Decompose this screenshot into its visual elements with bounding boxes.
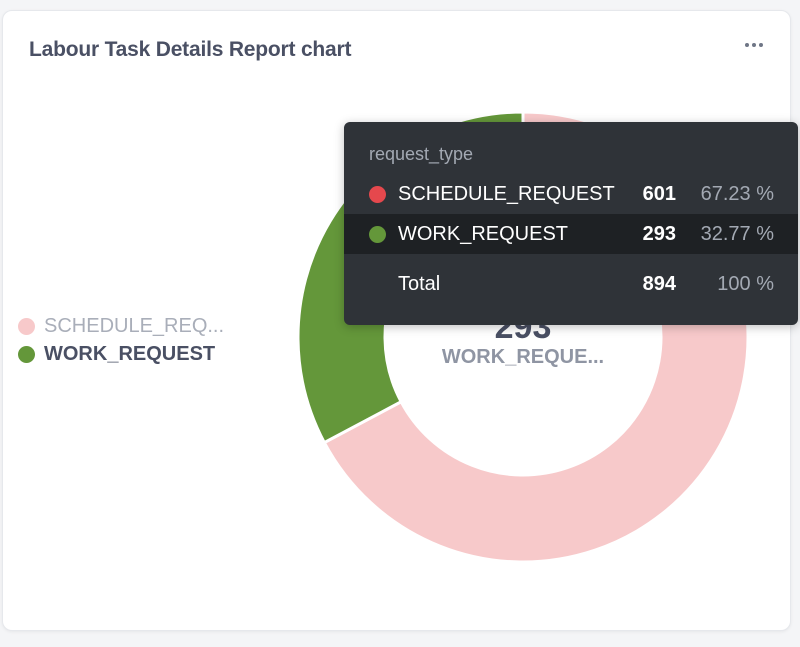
legend-item-schedule-request[interactable]: SCHEDULE_REQ... (18, 312, 224, 340)
tooltip-total-name: Total (398, 272, 441, 295)
tooltip-name: SCHEDULE_REQUEST (398, 182, 615, 205)
legend-dot-work-request (18, 345, 35, 363)
tooltip-total-percent: 100 % (717, 272, 774, 295)
chart-legend: SCHEDULE_REQ... WORK_REQUEST (18, 312, 224, 368)
donut-center-label: WORK_REQUE... (441, 346, 605, 368)
tooltip-header: request_type (369, 144, 474, 164)
tooltip-total-value: 894 (642, 272, 676, 295)
legend-dot-schedule-request (18, 317, 35, 335)
tooltip-name: WORK_REQUEST (398, 222, 569, 245)
chart-title: Labour Task Details Report chart (29, 38, 352, 61)
tooltip-percent: 67.23 % (700, 182, 774, 205)
tooltip-dot-schedule-request (369, 185, 386, 203)
tooltip-dot-work-request (369, 225, 386, 243)
legend-label-work-request: WORK_REQUEST (44, 342, 216, 365)
tooltip-percent: 32.77 % (700, 222, 774, 245)
tooltip-row-work-request: WORK_REQUEST 293 32.77 % (344, 214, 798, 254)
legend-item-work-request[interactable]: WORK_REQUEST (18, 340, 224, 368)
chart-tooltip: request_type SCHEDULE_REQUEST 601 67.23 … (344, 122, 798, 325)
more-horizontal-icon[interactable] (739, 35, 769, 55)
tooltip-value: 601 (642, 182, 676, 205)
tooltip-row-total: Total 894 100 % (344, 264, 798, 304)
tooltip-value: 293 (642, 222, 676, 245)
legend-label-schedule-request: SCHEDULE_REQ... (44, 314, 225, 337)
tooltip-row-schedule-request: SCHEDULE_REQUEST 601 67.23 % (344, 174, 798, 214)
